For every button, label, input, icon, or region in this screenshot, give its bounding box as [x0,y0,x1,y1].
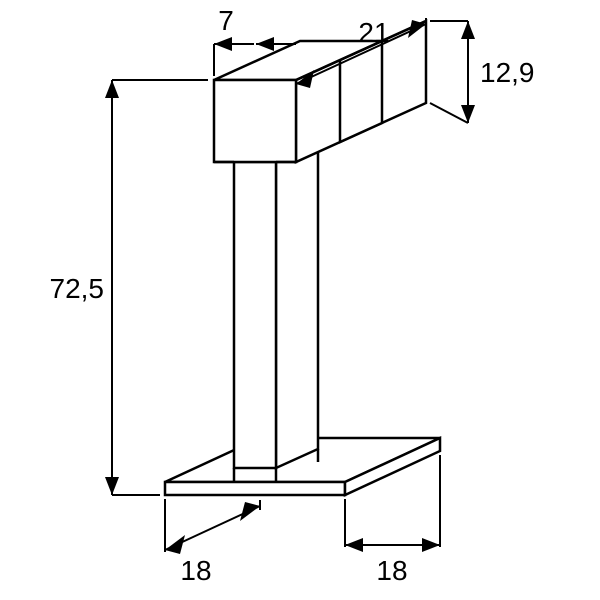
dim-total-height: 72,5 [50,273,105,304]
dim-top-width: 21 [358,17,389,48]
technical-drawing: 72,5 7 21 12,9 18 [0,0,600,600]
dim-base-right: 18 [376,555,407,586]
lamp-head [214,21,426,162]
dim-top-segment: 7 [218,5,234,36]
post-column [234,143,318,482]
dim-head-height: 12,9 [480,57,535,88]
dim-base-left: 18 [180,555,211,586]
